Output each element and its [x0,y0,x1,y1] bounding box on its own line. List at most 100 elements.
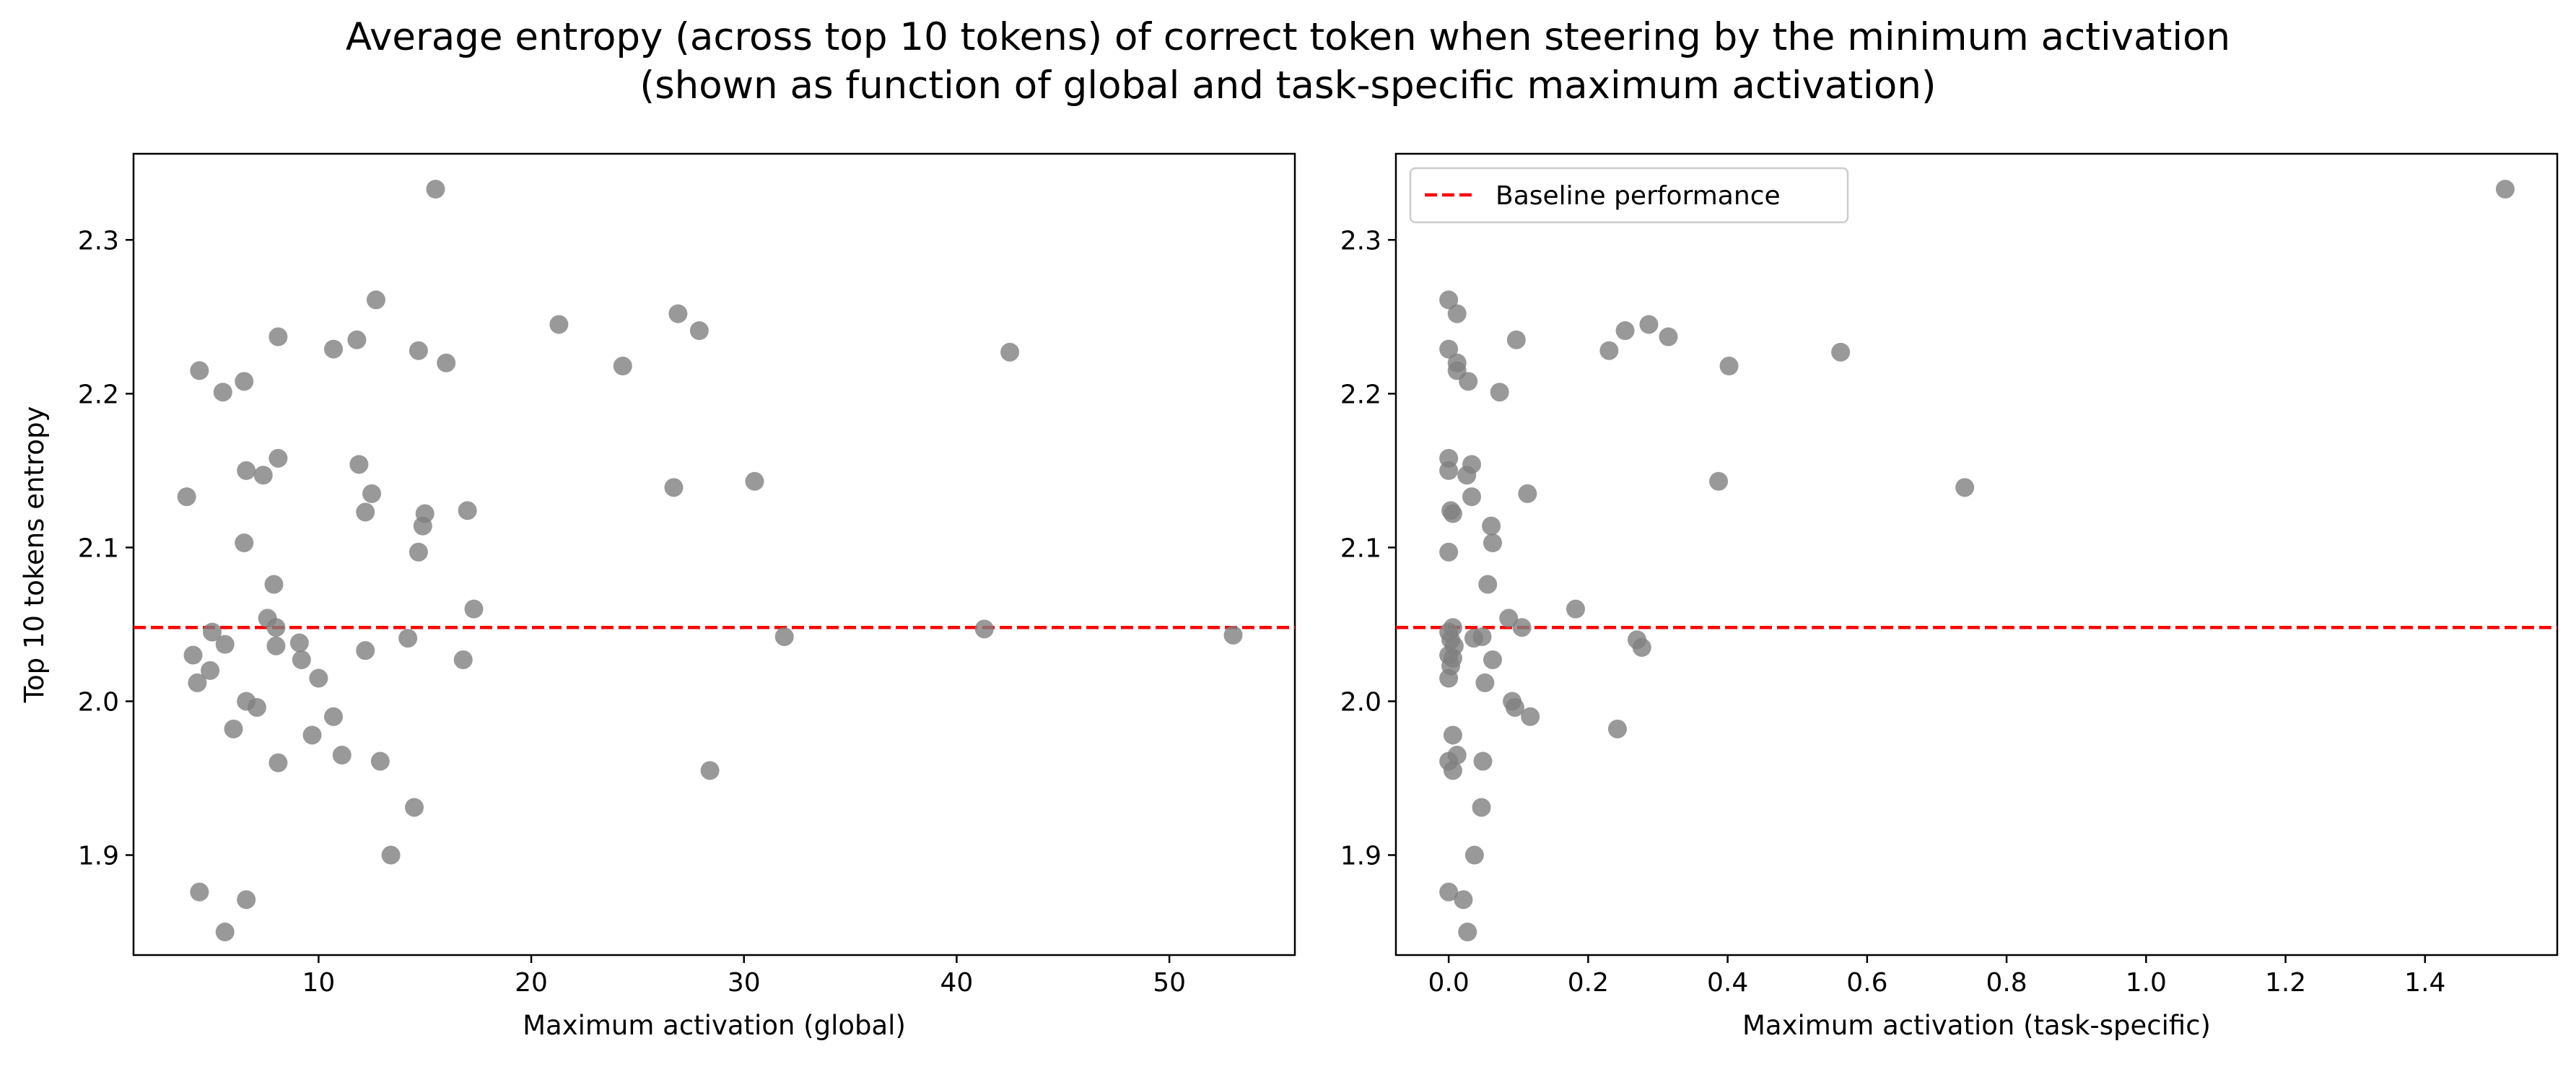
scatter-point [1439,542,1459,562]
scatter-point [302,725,322,745]
scatter-point [974,619,994,639]
scatter-point [309,668,328,688]
scatter-point [224,719,243,738]
scatter-point [1443,725,1462,745]
y-tick-label: 1.9 [78,842,119,871]
scatter-point [247,697,266,717]
scatter-point [183,645,203,665]
scatter-point [356,641,375,661]
x-tick-label: 0.2 [1568,968,1609,998]
scatter-point [264,575,284,594]
scatter-point [1615,321,1635,341]
scatter-point [237,890,256,910]
scatter-point [1521,707,1540,726]
scatter-point [668,304,688,323]
scatter-point [689,321,709,341]
x-axis-label: Maximum activation (task-specific) [1742,1010,2211,1041]
scatter-point [613,357,632,376]
y-tick-label: 2.3 [78,226,119,256]
scatter-point [1472,798,1491,817]
scatter-point [1512,618,1532,637]
scatter-point [458,501,477,520]
scatter-point [266,618,286,637]
scatter-point [253,466,273,485]
x-tick-label: 30 [728,968,761,998]
scatter-point [268,327,288,347]
scatter-point [324,339,344,359]
scatter-point [404,798,424,817]
scatter-point [1709,471,1729,491]
x-tick-label: 0.4 [1707,968,1748,998]
y-tick-label: 2.3 [1340,226,1381,256]
x-tick-label: 1.4 [2404,968,2445,998]
legend-label: Baseline performance [1496,181,1781,211]
scatter-point [774,627,794,646]
scatter-point [190,882,209,902]
scatter-point [1566,599,1585,619]
scatter-point [362,484,382,503]
x-tick-label: 10 [302,968,335,998]
scatter-point [237,461,256,480]
scatter-point [1472,627,1492,646]
legend-box [1409,167,1849,224]
panel-global: 10 20 30 40 50 1.9 2.0 2.1 2.2 2.3 Maximum activat… [19,152,1296,1041]
scatter-point [1443,504,1462,523]
scatter-point [1458,923,1477,942]
scatter-point [1955,478,1975,497]
scatter-point [1439,461,1459,480]
scatter-point [347,330,367,349]
scatter-point [381,845,401,865]
scatter-point [215,635,235,654]
scatter-point [190,361,209,380]
scatter-point [1483,650,1503,669]
y-tick-label: 2.2 [1340,380,1381,409]
scatter-point [1499,609,1519,628]
scatter-point [1439,668,1459,688]
scatter-point [1518,484,1537,503]
scatter-point [201,661,220,680]
y-tick-label: 2.0 [1340,687,1381,717]
scatter-point [1439,339,1459,359]
x-axis-label: Maximum activation (global) [523,1010,906,1041]
scatter-point [1478,575,1498,594]
scatter-point [235,533,254,553]
plot-area-frame [1394,152,2559,956]
x-tick-label: 1.0 [2126,968,2167,998]
y-tick-label: 1.9 [1340,842,1381,871]
scatter-point [664,478,684,497]
y-tick-label: 2.1 [78,533,119,563]
scatter-point [1659,327,1678,347]
scatter-point [1447,746,1467,765]
scatter-point [2495,180,2515,199]
panel-task-specific: 0.0 0.2 0.4 0.6 0.8 1.0 1.2 1.4 1.9 2.0 2.1 2.2 2.3 M… [1340,152,2559,1041]
scatter-point [453,650,473,669]
scatter-point [1439,882,1459,902]
scatter-point [268,753,288,772]
y-axis-label: Top 10 tokens entropy [19,406,50,704]
x-tick-label: 0.6 [1846,968,1887,998]
scatter-point [366,290,385,310]
scatter-point [415,504,435,523]
scatter-point [177,487,196,507]
x-tick-label: 0.0 [1428,968,1470,998]
scatter-point [1443,761,1462,780]
x-tick-label: 50 [1153,968,1186,998]
scatter-point [398,629,418,648]
figure-title: Average entropy (across top 10 tokens) o… [345,15,2231,108]
scatter-point [1459,372,1478,391]
scatter-point [1473,751,1493,771]
scatter-point [1447,304,1467,323]
plot-area-frame [132,152,1296,956]
scatter-point [437,353,456,372]
scatter-point [1719,357,1739,376]
scatter-point [1462,487,1482,507]
x-tick-label: 40 [940,968,974,998]
scatter-point [1000,342,1020,362]
scatter-point [1505,697,1524,717]
x-tick-label: 0.8 [1986,968,2027,998]
scatter-point [1462,455,1482,474]
scatter-point [289,633,309,653]
scatter-point [409,341,428,360]
